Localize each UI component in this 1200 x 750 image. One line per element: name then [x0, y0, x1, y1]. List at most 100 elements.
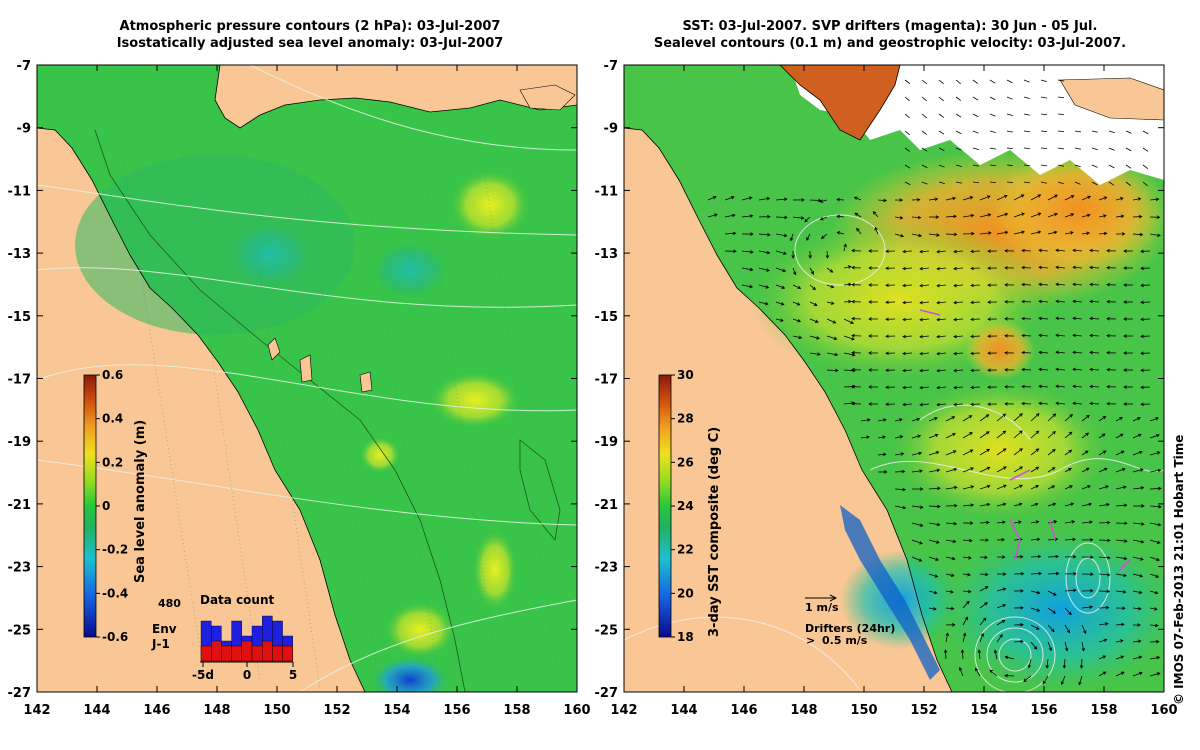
velocity-arrowhead [1138, 590, 1143, 595]
velocity-arrow [1142, 164, 1148, 169]
velocity-arrow [1115, 539, 1127, 542]
left-xtick-label: 158 [503, 703, 530, 718]
velocity-arrowhead [836, 231, 841, 235]
velocity-arrowhead [1070, 213, 1075, 217]
velocity-arrow [792, 318, 801, 322]
velocity-arrowhead [1155, 417, 1159, 421]
velocity-arrowhead [987, 317, 991, 321]
velocity-arrowhead [1072, 384, 1076, 389]
velocity-arrowhead [1052, 592, 1057, 596]
velocity-arrow [921, 96, 927, 102]
new-guinea-land-sst [779, 65, 901, 141]
velocity-arrow [962, 601, 970, 609]
histogram-ticks: -5d 0 5 [192, 662, 297, 682]
velocity-arrowhead [934, 197, 939, 201]
velocity-arrowhead [935, 557, 940, 561]
velocity-arrow [1149, 434, 1160, 439]
velocity-arrowhead [1021, 333, 1025, 338]
velocity-arrow [920, 335, 930, 338]
velocity-arrowhead [1055, 265, 1059, 270]
velocity-arrowhead [919, 487, 924, 491]
sst-colorbar-tick-label: 30 [677, 368, 694, 382]
velocity-arrowhead [902, 249, 906, 254]
velocity-arrow [920, 369, 930, 372]
velocity-arrow [1132, 573, 1143, 577]
left-ytick-label: -25 [8, 623, 32, 638]
velocity-arrow [820, 216, 828, 220]
velocity-arrow [928, 487, 940, 490]
anomaly-low-blob [225, 220, 315, 290]
velocity-arrow [1089, 249, 1100, 252]
sst-colorbar-tick-label: 18 [677, 630, 694, 644]
velocity-arrowhead [885, 351, 889, 356]
velocity-arrow [826, 318, 836, 324]
velocity-arrowhead [1020, 571, 1025, 576]
velocity-arrowhead [970, 351, 974, 356]
velocity-arrow [820, 199, 828, 203]
velocity-arrow [928, 451, 939, 456]
left-xtick-label: 150 [263, 703, 290, 718]
velocity-arrowhead [1156, 655, 1161, 660]
velocity-arrow [996, 195, 1008, 201]
velocity-arrow [989, 147, 996, 150]
velocity-arrowhead [804, 218, 808, 223]
data-count-max: 480 [158, 597, 181, 610]
velocity-arrowhead [1123, 503, 1128, 508]
velocity-arrow [921, 79, 927, 85]
velocity-arrow [996, 231, 1008, 235]
velocity-arrow [996, 620, 1005, 626]
velocity-arrowhead [1004, 402, 1008, 406]
velocity-arrowhead [918, 558, 923, 562]
velocity-arrow [1021, 284, 1032, 286]
velocity-arrow [1030, 521, 1039, 524]
velocity-arrowhead [969, 196, 974, 200]
velocity-arrow [1149, 607, 1158, 610]
velocity-arrow [1132, 640, 1141, 643]
right-ytick-label: -27 [595, 686, 619, 701]
velocity-arrowhead [970, 485, 975, 489]
velocity-arrow [1064, 449, 1072, 456]
velocity-arrow [1091, 130, 1098, 133]
velocity-arrow [978, 650, 981, 660]
velocity-arrowhead [1154, 590, 1159, 595]
velocity-arrowhead [1068, 467, 1072, 472]
velocity-arrow [902, 267, 913, 270]
velocity-arrowhead [1048, 647, 1053, 652]
velocity-arrowhead [1051, 628, 1055, 633]
velocity-arrowhead [1068, 449, 1073, 454]
velocity-arrowhead [1106, 384, 1110, 389]
velocity-arrowhead [936, 402, 940, 407]
velocity-arrowhead [1035, 430, 1040, 435]
velocity-arrow [1091, 147, 1098, 151]
velocity-arrowhead [1070, 502, 1075, 506]
velocity-arrowhead [902, 505, 907, 510]
velocity-arrow [1073, 402, 1083, 405]
velocity-arrowhead [977, 649, 982, 653]
velocity-arrow [1115, 215, 1124, 218]
sst-colorbar-tick-label: 20 [677, 586, 694, 600]
velocity-arrowhead [952, 433, 956, 437]
velocity-arrow [962, 590, 971, 593]
velocity-arrow [1064, 431, 1073, 439]
velocity-arrowhead [1072, 367, 1076, 372]
velocity-arrowhead [902, 283, 906, 288]
velocity-arrowhead [953, 266, 957, 271]
velocity-arrow [1063, 658, 1066, 669]
velocity-arrowhead [1078, 681, 1082, 686]
velocity-arrowhead [783, 251, 787, 255]
velocity-arrowhead [1055, 299, 1059, 304]
velocity-arrowhead [1033, 645, 1038, 650]
velocity-arrow [1006, 164, 1014, 167]
velocity-arrow [911, 522, 923, 527]
velocity-arrowhead [800, 216, 805, 220]
velocity-arrow [902, 318, 913, 321]
velocity-arrow [1023, 164, 1031, 167]
velocity-arrow [902, 250, 913, 253]
velocity-arrow [1115, 450, 1125, 456]
island-land-sst [1059, 77, 1164, 121]
velocity-arrowhead [816, 336, 820, 340]
velocity-arrowhead [1070, 231, 1074, 235]
velocity-arrow [928, 417, 938, 422]
velocity-arrow [994, 650, 998, 660]
velocity-arrow [741, 267, 753, 271]
